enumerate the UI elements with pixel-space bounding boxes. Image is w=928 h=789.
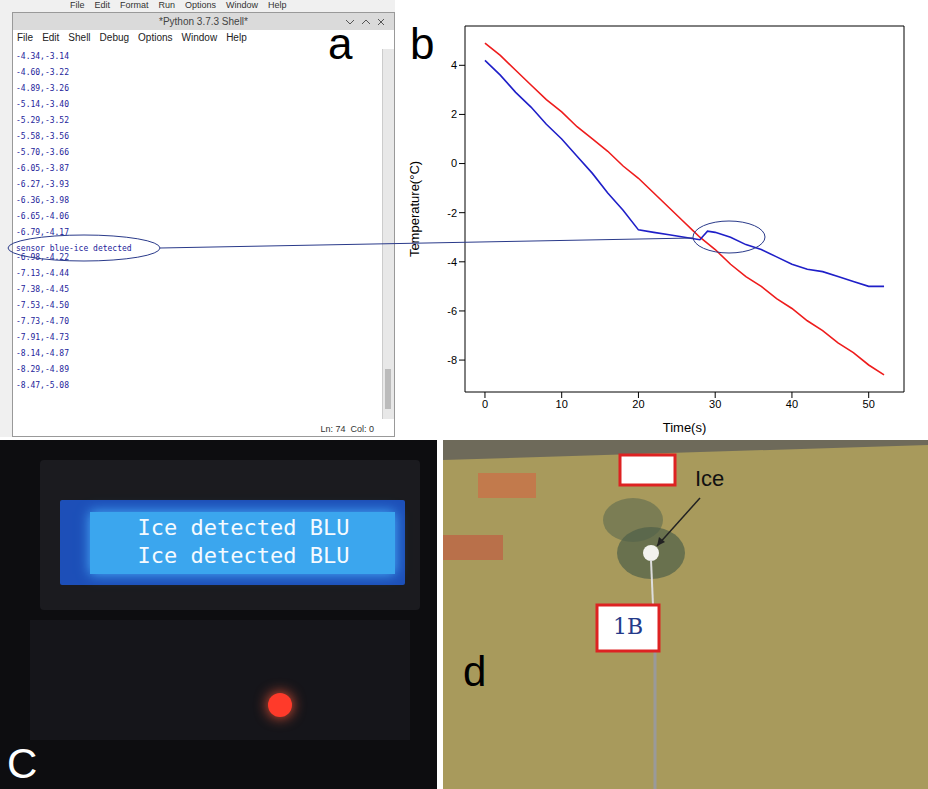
html-text:b: b	[410, 19, 435, 68]
html-text:*Python 3.7.3 Shell*: *Python 3.7.3 Shell*	[159, 16, 248, 27]
html-text:Options: Options	[185, 0, 217, 10]
html-text:C: C	[7, 740, 38, 787]
html-text:a: a	[328, 19, 353, 68]
html-text:Ln: 74 Col: 0: Ln: 74 Col: 0	[320, 424, 374, 434]
svg-text:10: 10	[556, 398, 568, 410]
html-text:Help: Help	[268, 0, 287, 10]
svg-text:2: 2	[451, 108, 457, 120]
html-text:d: d	[463, 648, 487, 695]
html-text:-7.53,-4.50: -7.53,-4.50	[16, 301, 69, 310]
html-text:-7.91,-4.73: -7.91,-4.73	[16, 333, 69, 342]
html-text:Window: Window	[181, 32, 218, 43]
html-text:Edit: Edit	[42, 32, 60, 43]
html-text:-7.73,-4.70: -7.73,-4.70	[16, 317, 69, 326]
html-text:File: File	[70, 0, 85, 10]
html-text:Help: Help	[226, 32, 247, 43]
html-text:Ice detected BLU: Ice detected BLU	[137, 543, 350, 568]
html-text:-6.27,-3.93: -6.27,-3.93	[16, 180, 69, 189]
svg-text:20: 20	[632, 398, 644, 410]
html-text:-8.29,-4.89: -8.29,-4.89	[16, 365, 69, 374]
html-text:Debug: Debug	[99, 32, 130, 43]
html-text:Options: Options	[138, 32, 173, 43]
svg-text:-2: -2	[447, 207, 457, 219]
html-text:-8.47,-5.08: -8.47,-5.08	[16, 381, 69, 390]
html-text:-5.14,-3.40: -5.14,-3.40	[16, 100, 69, 109]
html-text:-5.70,-3.66: -5.70,-3.66	[16, 148, 69, 157]
html-text:Ice detected BLU: Ice detected BLU	[137, 515, 350, 540]
html-text:File: File	[17, 32, 34, 43]
svg-text:Temperature(°C): Temperature(°C)	[407, 161, 422, 257]
html-text:-6.36,-3.98: -6.36,-3.98	[16, 196, 69, 205]
svg-text:Time(s): Time(s)	[663, 420, 707, 435]
svg-text:30: 30	[709, 398, 721, 410]
html-text:sensor blue-ice detected: sensor blue-ice detected	[16, 244, 132, 253]
svg-text:0: 0	[451, 157, 457, 169]
html-text:-6.05,-3.87: -6.05,-3.87	[16, 164, 69, 173]
svg-text:0: 0	[482, 398, 488, 410]
html-text:-7.38,-4.45: -7.38,-4.45	[16, 285, 69, 294]
html-text:-4.34,-3.14: -4.34,-3.14	[16, 52, 69, 61]
html-text:1B: 1B	[612, 614, 644, 639]
svg-text:50: 50	[863, 398, 875, 410]
html-text:Shell: Shell	[68, 32, 91, 43]
html-text:Edit: Edit	[94, 0, 110, 10]
html-text:-8.14,-4.87: -8.14,-4.87	[16, 349, 69, 358]
html-text:-5.58,-3.56: -5.58,-3.56	[16, 132, 69, 141]
html-text:-4.89,-3.26: -4.89,-3.26	[16, 84, 69, 93]
svg-text:40: 40	[786, 398, 798, 410]
html-text:-6.65,-4.06: -6.65,-4.06	[16, 212, 69, 221]
svg-text:4: 4	[451, 59, 457, 71]
html-text:-6.98,-4.22: -6.98,-4.22	[16, 253, 69, 262]
svg-text:-8: -8	[447, 354, 457, 366]
html-text:-5.29,-3.52: -5.29,-3.52	[16, 116, 69, 125]
html-text:-7.13,-4.44: -7.13,-4.44	[16, 269, 69, 278]
svg-text:-4: -4	[447, 256, 457, 268]
html-text:Run: Run	[158, 0, 176, 10]
html-text:Ice: Ice	[695, 466, 725, 491]
html-text:-6.79,-4.17: -6.79,-4.17	[16, 228, 69, 237]
svg-text:-6: -6	[447, 305, 457, 317]
html-text:-4.60,-3.22: -4.60,-3.22	[16, 68, 69, 77]
html-text:Format: Format	[120, 0, 149, 10]
html-text:Window: Window	[226, 0, 259, 10]
